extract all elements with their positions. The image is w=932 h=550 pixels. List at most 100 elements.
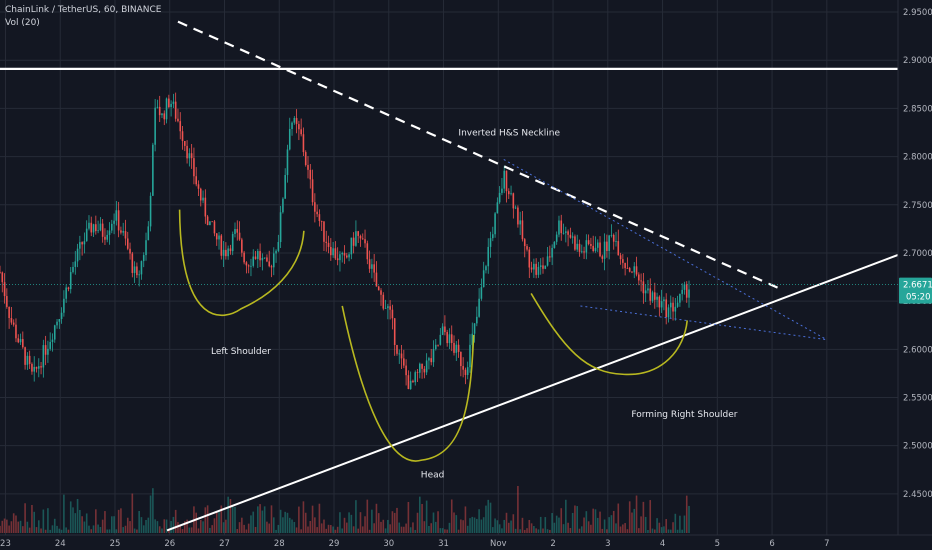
candle-body <box>92 224 95 233</box>
volume-bar <box>377 513 380 533</box>
candle-body <box>667 307 670 318</box>
volume-bar <box>142 525 145 533</box>
y-tick-label: 2.5500 <box>903 394 932 404</box>
candle-body <box>642 281 645 294</box>
volume-bar <box>537 529 540 533</box>
x-tick-label: 29 <box>329 539 340 549</box>
volume-bar <box>243 524 245 533</box>
volume-bar <box>640 516 642 533</box>
candle-body <box>606 241 608 251</box>
x-tick-label: 26 <box>164 539 175 549</box>
volume-bar <box>327 524 330 533</box>
volume-bar <box>332 526 334 533</box>
volume-indicator-label[interactable]: Vol (20) <box>5 18 40 28</box>
volume-bar <box>154 519 156 533</box>
volume-bar <box>612 510 615 533</box>
volume-bar <box>282 517 284 533</box>
volume-bar <box>663 526 665 533</box>
candle-body <box>133 266 136 273</box>
volume-bar <box>81 516 83 533</box>
candle-body <box>257 251 259 259</box>
candle-body <box>688 289 690 298</box>
volume-bar <box>617 503 620 533</box>
candle-body <box>494 213 496 235</box>
volume-bar <box>295 527 298 533</box>
candle-body <box>218 235 220 240</box>
volume-bar <box>512 514 515 533</box>
candle-body <box>665 299 667 318</box>
volume-bar <box>42 509 45 533</box>
candle-body <box>660 301 663 308</box>
volume-bar <box>288 517 291 533</box>
volume-bar <box>15 515 17 533</box>
candle-body <box>428 358 430 361</box>
candle-body <box>460 351 462 367</box>
candle-body <box>56 321 58 326</box>
y-tick-label: 2.6000 <box>903 345 932 355</box>
candle-body <box>380 290 382 295</box>
volume-bar <box>409 527 412 533</box>
candle-body <box>523 239 526 247</box>
last-price-value: 2.6671 <box>903 281 932 291</box>
candle-body <box>254 256 257 259</box>
candle-body <box>140 261 143 275</box>
candle-body <box>569 234 572 238</box>
candle-body <box>391 309 394 319</box>
volume-bar <box>355 500 357 533</box>
candle-body <box>553 241 556 248</box>
candle-body <box>104 236 106 240</box>
volume-bar <box>263 506 266 533</box>
y-tick-label: 2.8500 <box>903 104 932 114</box>
candle-body <box>651 292 654 301</box>
candle-body <box>649 288 652 301</box>
candle-body <box>8 306 10 318</box>
volume-bar <box>423 521 426 533</box>
volume-bar <box>457 529 460 533</box>
candle-body <box>332 248 334 256</box>
candle-body <box>261 257 264 261</box>
volume-bar <box>97 524 99 533</box>
candle-body <box>681 289 683 294</box>
time-axis[interactable]: 23 24 25 26 27 28 29 30 31 Nov 2 3 4 5 6 7 <box>0 534 932 549</box>
candle-body <box>612 234 615 242</box>
volume-bar <box>8 525 10 533</box>
volume-bar <box>184 521 186 533</box>
volume-bar <box>653 529 656 533</box>
candle-body <box>17 338 20 343</box>
candle-body <box>526 246 528 250</box>
volume-bar <box>10 521 13 533</box>
candle-body <box>462 366 464 370</box>
volume-bar <box>31 504 33 533</box>
candle-body <box>28 355 31 364</box>
volume-bar <box>215 511 218 533</box>
volume-bar <box>343 517 346 533</box>
candle-body <box>241 239 243 253</box>
candle-body <box>640 280 642 282</box>
candle-body <box>3 282 6 297</box>
volume-bar <box>136 529 138 533</box>
volume-bar <box>74 513 77 533</box>
candle-body <box>165 98 168 120</box>
volume-bar <box>480 519 483 533</box>
candle-body <box>601 256 604 259</box>
candle-body <box>546 256 549 266</box>
candle-body <box>373 264 375 273</box>
candle-body <box>19 339 22 343</box>
candle-body <box>521 220 524 240</box>
candle-body <box>583 251 585 253</box>
candle-body <box>446 332 448 344</box>
volume-bar <box>28 527 31 533</box>
volume-bar <box>610 515 613 533</box>
volume-bar <box>227 496 229 533</box>
volume-bar <box>462 520 464 533</box>
last-price-badge <box>899 277 932 304</box>
volume-bar <box>580 526 583 533</box>
candle-body <box>430 358 433 363</box>
candle-body <box>371 264 373 269</box>
volume-bar <box>382 519 385 533</box>
candle-body <box>396 345 398 354</box>
volume-bar <box>76 498 79 533</box>
candle-body <box>311 179 314 203</box>
